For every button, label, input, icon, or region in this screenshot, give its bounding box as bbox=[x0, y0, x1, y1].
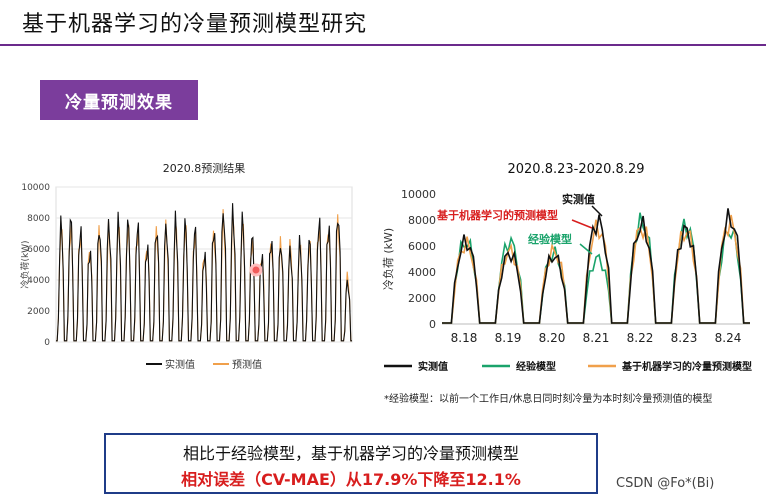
chart2-annotation-ml: 基于机器学习的预测模型 bbox=[436, 208, 558, 222]
chart2-x-tick-label: 8.24 bbox=[715, 331, 742, 345]
chart1-y-tick-label: 6000 bbox=[27, 245, 50, 255]
weekly-prediction-chart: 2020.8.23-2020.8.29 0 2000 4000 6000 8000 1000… bbox=[381, 162, 752, 373]
chart1-series-actual bbox=[56, 203, 352, 342]
cursor-pointer-marker bbox=[249, 263, 263, 277]
chart2-legend-ml: 基于机器学习的冷量预测模型 bbox=[621, 360, 752, 373]
chart2-x-tick-label: 8.22 bbox=[627, 331, 654, 345]
chart1-y-axis-label: 冷负荷(kW) bbox=[19, 240, 31, 288]
chart1-legend-predicted: 预测值 bbox=[232, 358, 262, 371]
chart2-arrow-ml bbox=[571, 219, 593, 229]
chart1-y-tick-label: 0 bbox=[44, 338, 50, 348]
title-divider bbox=[0, 44, 766, 46]
page-title: 基于机器学习的冷量预测模型研究 bbox=[22, 12, 368, 37]
chart2-x-tick-label: 8.18 bbox=[451, 331, 478, 345]
chart2-annotation-empirical: 经验模型 bbox=[528, 232, 572, 246]
chart1-y-tick-label: 8000 bbox=[27, 214, 50, 224]
chart2-title: 2020.8.23-2020.8.29 bbox=[507, 162, 644, 177]
chart2-x-tick-label: 8.19 bbox=[495, 331, 522, 345]
chart1-y-tick-label: 2000 bbox=[27, 307, 50, 317]
chart2-legend-empirical: 经验模型 bbox=[516, 360, 556, 373]
summary-line-1: 相比于经验模型，基于机器学习的冷量预测模型 bbox=[182, 444, 519, 463]
summary-box: 相比于经验模型，基于机器学习的冷量预测模型 相对误差（CV-MAE）从17.9%… bbox=[104, 433, 598, 494]
chart1-y-tick-label: 10000 bbox=[21, 183, 50, 193]
chart2-y-tick-label: 0 bbox=[429, 318, 436, 331]
section-label: 冷量预测效果 bbox=[40, 80, 198, 120]
chart2-annotation-actual: 实测值 bbox=[562, 192, 595, 206]
chart1-legend-actual: 实测值 bbox=[165, 358, 195, 371]
chart2-y-tick-label: 4000 bbox=[408, 266, 436, 279]
chart1-y-tick-label: 4000 bbox=[27, 276, 50, 286]
chart1-title: 2020.8预测结果 bbox=[163, 162, 246, 175]
chart2-y-axis-label: 冷负荷 (kW) bbox=[381, 228, 395, 290]
chart2-arrow-actual bbox=[591, 205, 603, 217]
chart2-legend-actual: 实测值 bbox=[418, 360, 448, 373]
watermark: CSDN @Fo*(Bi) bbox=[616, 476, 715, 491]
chart2-x-tick-label: 8.23 bbox=[671, 331, 698, 345]
summary-line-2: 相对误差（CV-MAE）从17.9%下降至12.1% bbox=[181, 470, 521, 489]
chart2-series-actual bbox=[442, 208, 750, 324]
chart2-x-tick-label: 8.21 bbox=[583, 331, 610, 345]
empirical-model-footnote: *经验模型：以前一个工作日/休息日同时刻冷量为本时刻冷量预测值的模型 bbox=[384, 394, 713, 405]
chart2-x-tick-label: 8.20 bbox=[539, 331, 566, 345]
chart2-y-tick-label: 8000 bbox=[408, 214, 436, 227]
chart2-y-tick-label: 6000 bbox=[408, 240, 436, 253]
chart2-y-tick-label: 10000 bbox=[401, 188, 436, 201]
chart2-arrow-empirical bbox=[579, 243, 593, 255]
monthly-prediction-chart: 2020.8预测结果 0 2000 4000 6000 8000 10000 冷负荷(kW) 实… bbox=[19, 162, 353, 371]
chart2-y-tick-label: 2000 bbox=[408, 292, 436, 305]
